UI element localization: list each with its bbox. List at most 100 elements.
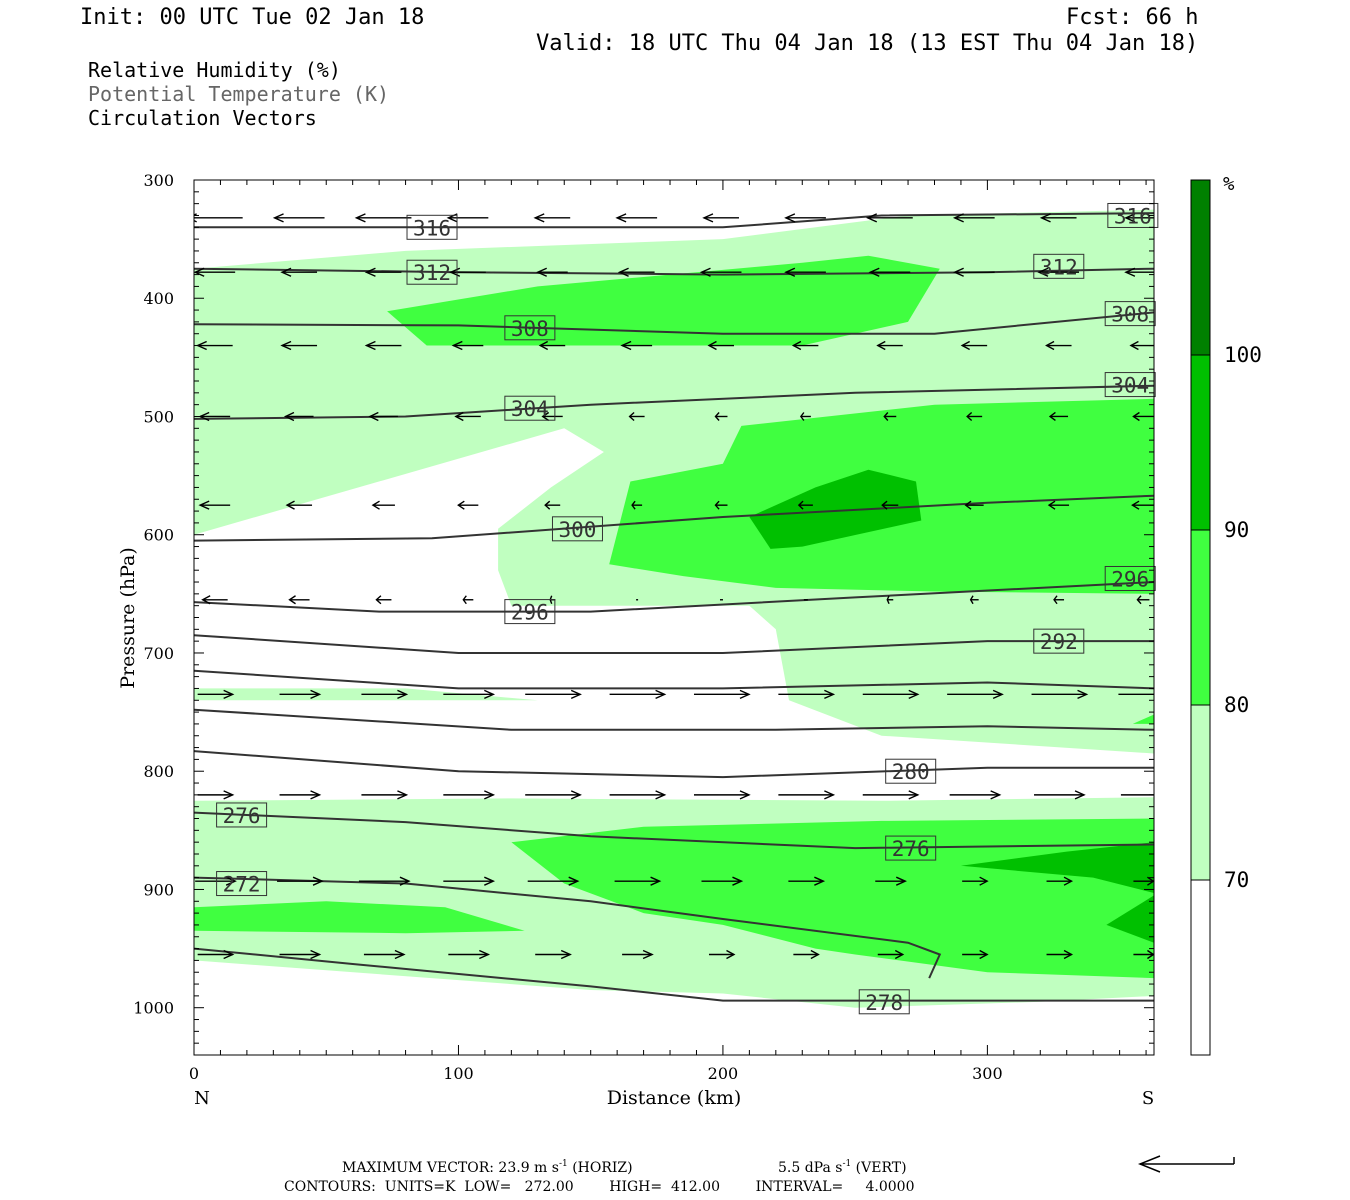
circulation-vector bbox=[197, 949, 235, 960]
legend-rh: Relative Humidity (%) bbox=[88, 58, 341, 82]
circulation-vector bbox=[714, 412, 728, 421]
circulation-vector bbox=[707, 340, 734, 351]
circulation-vector bbox=[949, 790, 1002, 800]
circulation-vector bbox=[279, 949, 322, 960]
rh-region-80-7 bbox=[194, 901, 525, 934]
circulation-vector bbox=[1120, 794, 1154, 796]
svg-text:308: 308 bbox=[511, 317, 549, 341]
colorbar-segment bbox=[1191, 180, 1210, 355]
circulation-vector bbox=[280, 267, 318, 277]
theta-contour-292 bbox=[194, 634, 1154, 654]
circulation-vector bbox=[462, 595, 474, 605]
circulation-vector bbox=[708, 949, 736, 960]
theta-contour-308 bbox=[194, 311, 1154, 335]
circulation-vector bbox=[964, 500, 984, 510]
circulation-vector bbox=[622, 949, 654, 960]
circulation-vector bbox=[862, 689, 920, 699]
contour-label-308: 308 bbox=[504, 315, 556, 341]
colorbar-label: 70 bbox=[1224, 868, 1249, 892]
theta-contour-296 bbox=[194, 581, 1154, 613]
max-vector-vert: 5.5 dPa s-1 (VERT) bbox=[778, 1159, 907, 1176]
circulation-vector bbox=[962, 949, 989, 960]
contour-label-296: 296 bbox=[1104, 565, 1156, 591]
circulation-vector bbox=[1133, 949, 1154, 960]
circulation-vector bbox=[702, 213, 739, 223]
circulation-vector bbox=[1124, 213, 1154, 223]
contour-label-280: 280 bbox=[885, 758, 937, 784]
theta-contour-278 bbox=[194, 947, 1154, 1002]
y-tick-label: 700 bbox=[143, 644, 174, 663]
contour-label-296: 296 bbox=[504, 599, 556, 625]
x-tick-label: 100 bbox=[443, 1064, 474, 1083]
circulation-vector bbox=[620, 340, 653, 351]
circulation-vector bbox=[201, 595, 228, 605]
y-tick-label: 800 bbox=[143, 762, 174, 781]
svg-text:280: 280 bbox=[892, 760, 930, 784]
circulation-vector bbox=[451, 340, 484, 351]
y-tick-label: 300 bbox=[143, 171, 174, 190]
y-tick-label: 500 bbox=[143, 407, 174, 426]
x-tick-label: 0 bbox=[189, 1064, 199, 1083]
circulation-vector bbox=[701, 876, 744, 886]
circulation-vector bbox=[1136, 595, 1150, 605]
circulation-vector bbox=[1046, 949, 1074, 960]
svg-text:316: 316 bbox=[413, 216, 451, 240]
circulation-vector bbox=[280, 340, 318, 351]
circulation-vector bbox=[883, 412, 897, 421]
circulation-vector bbox=[448, 949, 491, 960]
legend-vectors: Circulation Vectors bbox=[88, 106, 317, 130]
circulation-vector bbox=[525, 790, 582, 800]
circulation-vector bbox=[272, 213, 325, 223]
circulation-vector bbox=[778, 689, 836, 699]
circulation-vector bbox=[283, 411, 314, 422]
svg-text:312: 312 bbox=[1040, 255, 1078, 279]
circulation-vector bbox=[791, 340, 819, 351]
svg-text:304: 304 bbox=[511, 397, 549, 421]
circulation-vector bbox=[361, 689, 409, 699]
rh-region-80-5 bbox=[1132, 714, 1154, 724]
contour-label-276: 276 bbox=[885, 835, 937, 861]
contour-label-292: 292 bbox=[1033, 628, 1085, 654]
contour-label-278: 278 bbox=[858, 989, 910, 1015]
svg-text:296: 296 bbox=[1111, 567, 1149, 591]
circulation-vector bbox=[368, 411, 398, 422]
rh-region-80-6 bbox=[511, 818, 1154, 979]
circulation-vector bbox=[799, 412, 811, 421]
circulation-vector bbox=[631, 500, 643, 510]
forecast-hour: Fcst: 66 h bbox=[1066, 5, 1199, 30]
circulation-vector bbox=[544, 500, 561, 510]
x-end-label-south: S bbox=[1142, 1088, 1154, 1109]
colorbar-unit: % bbox=[1223, 173, 1235, 195]
circulation-vector bbox=[195, 876, 237, 886]
circulation-vector bbox=[535, 267, 568, 277]
circulation-vector bbox=[788, 876, 826, 886]
theta-contour-272 bbox=[194, 876, 942, 979]
circulation-vector bbox=[364, 340, 402, 351]
theta-contour-276 bbox=[194, 811, 1154, 850]
x-axis-title: Distance (km) bbox=[607, 1087, 742, 1109]
svg-text:296: 296 bbox=[511, 601, 549, 625]
rh-region-90-8 bbox=[749, 469, 922, 549]
circulation-vector bbox=[358, 876, 411, 886]
circulation-vector bbox=[1048, 411, 1069, 422]
circulation-vector bbox=[693, 689, 751, 699]
legend-theta: Potential Temperature (K) bbox=[88, 82, 390, 106]
circulation-vector bbox=[784, 213, 826, 223]
circulation-vector bbox=[962, 876, 989, 886]
circulation-vector bbox=[1118, 693, 1154, 696]
circulation-vector bbox=[1039, 213, 1077, 223]
circulation-vector bbox=[527, 876, 580, 886]
svg-text:272: 272 bbox=[223, 873, 261, 897]
svg-text:312: 312 bbox=[413, 261, 451, 285]
svg-text:300: 300 bbox=[559, 518, 597, 542]
x-tick-label: 300 bbox=[972, 1064, 1003, 1083]
circulation-vector bbox=[952, 213, 995, 223]
circulation-vector bbox=[197, 790, 235, 800]
circulation-vector bbox=[1047, 500, 1070, 510]
circulation-vector bbox=[609, 790, 667, 800]
colorbar-segment bbox=[1191, 530, 1210, 705]
contour-label-308: 308 bbox=[1104, 301, 1156, 327]
circulation-vector bbox=[693, 790, 751, 800]
circulation-vector bbox=[197, 689, 235, 699]
